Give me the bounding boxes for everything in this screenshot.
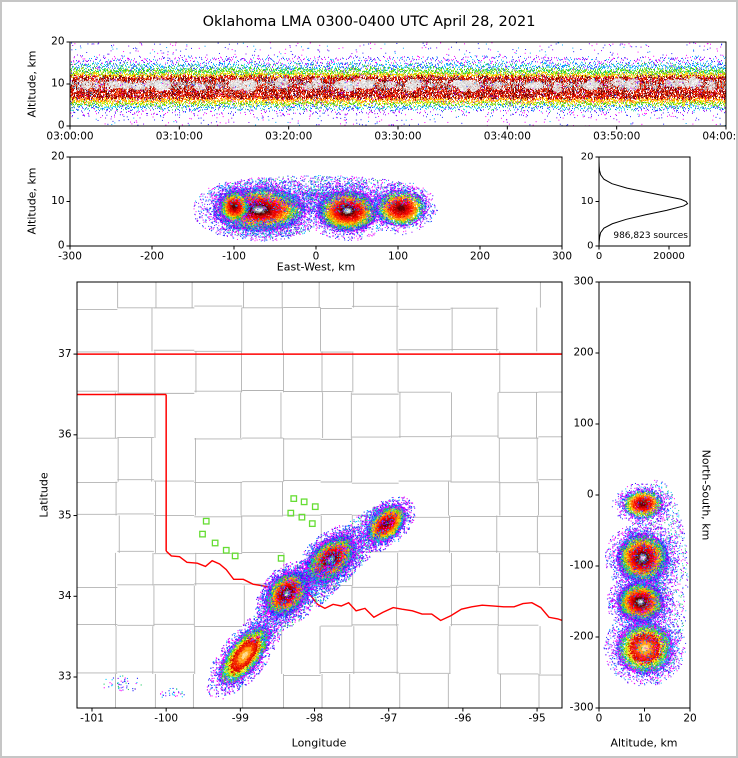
lma-figure: Oklahoma LMA 0300-0400 UTC April 28, 202… — [0, 0, 738, 758]
chart-canvas — [2, 2, 736, 756]
